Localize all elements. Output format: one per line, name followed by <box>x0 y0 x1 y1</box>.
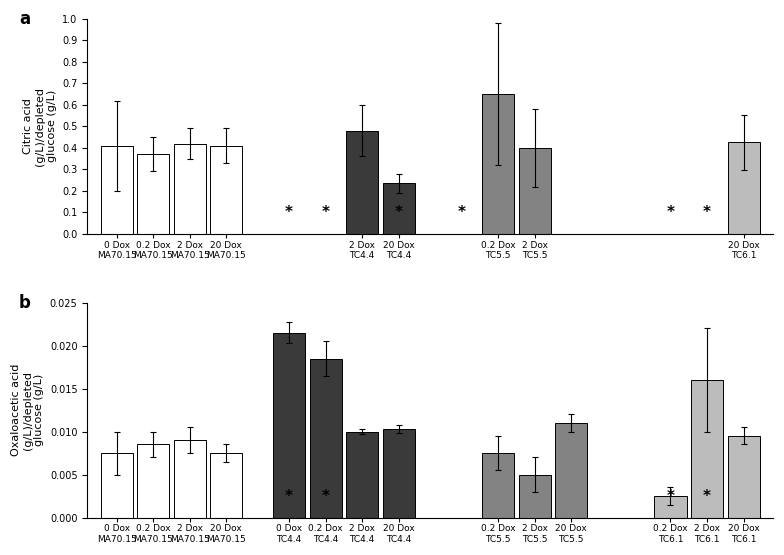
Bar <box>728 143 760 234</box>
Bar <box>691 380 723 518</box>
Y-axis label: Oxaloacetic acid
(g/L)/depleted
glucose (g/L): Oxaloacetic acid (g/L)/depleted glucose … <box>11 364 45 456</box>
Text: *: * <box>666 205 674 220</box>
Text: a: a <box>19 11 30 28</box>
Text: *: * <box>285 488 293 503</box>
Bar <box>482 453 514 518</box>
Bar <box>728 436 760 518</box>
Bar <box>482 94 514 234</box>
Text: *: * <box>321 205 329 220</box>
Text: *: * <box>395 205 403 220</box>
Bar <box>518 148 550 234</box>
Bar <box>100 145 132 234</box>
Bar <box>137 445 169 518</box>
Bar <box>137 154 169 234</box>
Bar <box>210 145 242 234</box>
Bar <box>346 130 378 234</box>
Bar <box>555 423 587 518</box>
Bar <box>518 475 550 518</box>
Text: *: * <box>285 205 293 220</box>
Bar <box>273 332 305 518</box>
Text: *: * <box>703 488 711 503</box>
Text: b: b <box>19 294 31 312</box>
Bar <box>100 453 132 518</box>
Bar <box>383 183 415 234</box>
Bar <box>383 429 415 518</box>
Bar <box>174 440 206 518</box>
Bar <box>174 144 206 234</box>
Bar <box>210 453 242 518</box>
Bar <box>310 359 342 518</box>
Bar <box>346 432 378 518</box>
Text: *: * <box>666 488 674 503</box>
Bar <box>655 496 687 518</box>
Text: *: * <box>458 205 466 220</box>
Text: *: * <box>703 205 711 220</box>
Y-axis label: Citric acid
(g/L)/depleted
glucose (g/L): Citric acid (g/L)/depleted glucose (g/L) <box>24 87 56 166</box>
Text: *: * <box>321 488 329 503</box>
